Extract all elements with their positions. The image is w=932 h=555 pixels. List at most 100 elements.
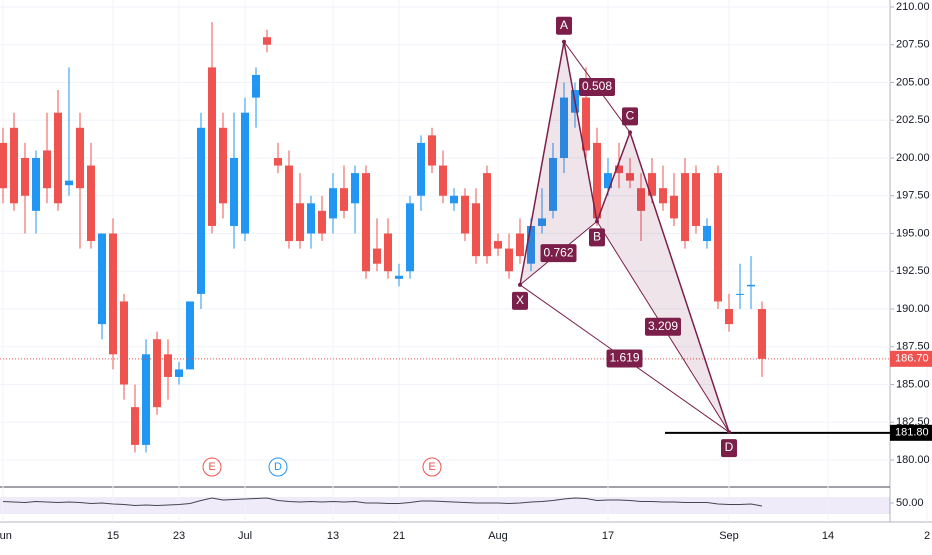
x-tick-label: 15 <box>107 530 119 542</box>
candle-body <box>527 225 535 264</box>
candle-body <box>76 127 84 189</box>
pattern-leg <box>519 41 565 285</box>
candle-body <box>516 233 524 257</box>
ratio-box <box>579 78 615 97</box>
candle-body <box>285 165 293 242</box>
candle-body <box>318 210 326 234</box>
y-tick-label: 202.50 <box>896 114 930 126</box>
candle-body <box>142 354 150 445</box>
point-label: A <box>560 18 568 32</box>
candle-body <box>230 158 238 226</box>
candle-body <box>340 188 348 211</box>
point-box <box>512 291 528 310</box>
candle-body <box>131 407 139 445</box>
candle-body <box>329 188 337 219</box>
x-tick-label: 2 <box>924 530 930 542</box>
y-tick-label: 187.50 <box>896 341 930 353</box>
level-box <box>890 424 932 441</box>
candle-body <box>274 158 282 166</box>
event-marker <box>268 457 288 477</box>
candle-body <box>428 135 436 166</box>
candle-body <box>494 241 502 249</box>
candle-body <box>703 225 711 242</box>
candle-body <box>164 354 172 377</box>
point-box <box>622 107 638 126</box>
point-box <box>556 16 572 35</box>
y-tick-label: 205.00 <box>896 76 930 88</box>
event-label: E <box>208 461 215 473</box>
candle-body <box>560 97 568 158</box>
candle-body <box>197 127 205 294</box>
candle-body <box>582 97 590 151</box>
candle-body <box>296 203 304 242</box>
candle-body <box>175 369 183 377</box>
pattern-point <box>727 430 731 435</box>
candle-body <box>626 173 634 181</box>
rsi-line <box>2 497 763 507</box>
ratio-box <box>540 244 577 263</box>
x-tick-label: 23 <box>173 530 185 542</box>
candle-body <box>32 158 40 211</box>
candle-body <box>406 203 414 272</box>
candle-body <box>714 173 722 302</box>
point-box <box>589 228 605 247</box>
ratio-label: 0.508 <box>582 79 612 93</box>
x-tick-label: Aug <box>488 530 508 542</box>
ratio-box <box>645 317 681 336</box>
candle-body <box>450 195 458 204</box>
event-label: E <box>428 461 435 473</box>
candle-body <box>692 173 700 226</box>
y-tick-label: 200.00 <box>896 152 930 164</box>
x-tick-label: 21 <box>393 530 405 542</box>
y-tick-label: 192.50 <box>896 265 930 277</box>
candle-body <box>87 165 95 242</box>
pattern-point <box>628 130 632 135</box>
candle-body <box>483 173 491 257</box>
x-tick-label: Jun <box>0 530 12 542</box>
point-label: C <box>626 109 635 123</box>
candle-body <box>461 195 469 234</box>
candle-body <box>186 301 194 370</box>
last-price-box <box>890 350 932 367</box>
candle-body <box>0 142 7 189</box>
last-price-label: 186.70 <box>895 353 929 365</box>
pattern-point <box>518 282 522 287</box>
y-tick-label: 185.00 <box>896 378 930 390</box>
candle-body <box>758 309 766 359</box>
candle-body <box>615 165 623 174</box>
candle-body <box>637 188 645 211</box>
candle-body <box>472 203 480 257</box>
candle-body <box>241 112 249 234</box>
pattern-fill <box>520 41 597 285</box>
point-label: D <box>725 440 734 454</box>
candle-body <box>65 180 73 186</box>
x-tick-label: 14 <box>822 530 834 542</box>
candle-body <box>648 173 656 196</box>
candle-body <box>307 203 315 234</box>
candle-body <box>43 150 51 189</box>
candle-body <box>505 248 513 272</box>
pattern-leg <box>563 41 598 222</box>
point-box <box>721 439 737 458</box>
candle-body <box>681 173 689 242</box>
y-tick-label: 190.00 <box>896 303 930 315</box>
x-tick-label: 13 <box>327 530 339 542</box>
y-tick-label: 210.00 <box>896 1 930 13</box>
point-label: X <box>516 293 524 307</box>
event-label: D <box>274 461 282 473</box>
ratio-box <box>606 349 643 368</box>
ratio-label: 0.762 <box>543 245 573 259</box>
pattern-point <box>595 219 599 224</box>
candle-body <box>439 165 447 196</box>
candle-body <box>208 67 216 226</box>
candle-body <box>252 74 260 98</box>
point-label: B <box>593 230 601 244</box>
candle-body <box>384 233 392 272</box>
candle-body <box>153 339 161 408</box>
candle-body <box>747 284 755 287</box>
pattern-fill <box>597 132 729 433</box>
y-tick-label: 207.50 <box>896 39 930 51</box>
rsi-band <box>0 497 890 514</box>
